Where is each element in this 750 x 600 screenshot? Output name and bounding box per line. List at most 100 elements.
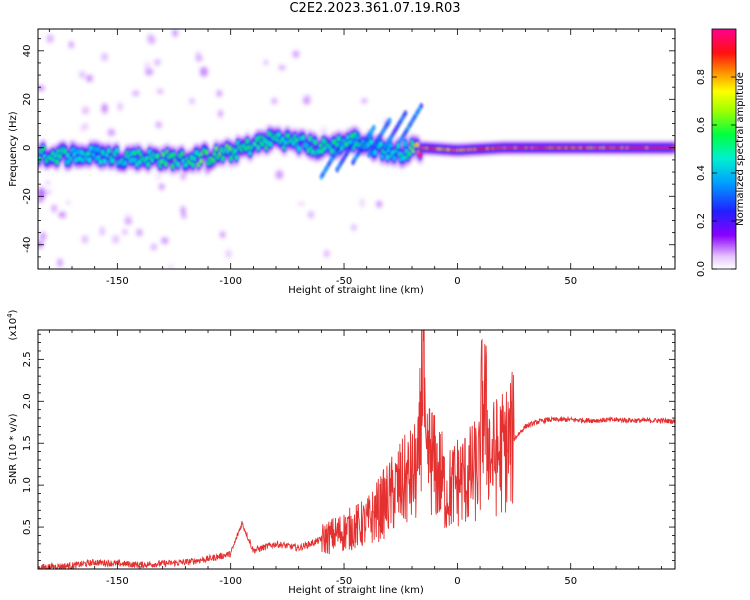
snr-y-tick-label: 0.5 [22, 519, 33, 535]
ridge-core [313, 139, 318, 146]
colorbar: 0.0 0.2 0.4 0.6 0.8 Normalized spectral ampl… [696, 28, 746, 277]
noise-speckle [323, 249, 330, 258]
noise-speckle [66, 199, 71, 205]
ridge-core [191, 162, 195, 168]
noise-speckle [216, 90, 222, 97]
noise-speckle [124, 218, 133, 225]
ridge-core [329, 148, 334, 154]
noise-speckle [58, 211, 66, 218]
snr-x-tick-label: -150 [106, 576, 129, 587]
noise-speckle [351, 224, 357, 231]
noise-speckle [319, 127, 328, 133]
noise-speckle [101, 103, 108, 114]
noise-speckle [263, 59, 268, 66]
snr-x-axis-label: Height of straight line (km) [288, 585, 424, 596]
spectrogram-x-tick-label: -100 [219, 276, 242, 287]
spectrogram-x-tick-label: -150 [106, 276, 129, 287]
ridge-core [98, 159, 103, 165]
ridge-core [234, 154, 239, 161]
noise-speckle [155, 174, 162, 180]
noise-speckle [51, 204, 58, 213]
diagonal-streak [403, 110, 408, 117]
ridge-core [170, 163, 175, 169]
colorbar-tick-label: 0.8 [696, 69, 707, 85]
ridge-core [180, 150, 184, 157]
spectrogram-core [38, 102, 675, 180]
noise-speckle [200, 66, 208, 77]
noise-speckle [158, 183, 165, 191]
ridge-core [214, 145, 218, 152]
ridge-core [283, 139, 288, 146]
spectrogram-x-tick-label: -50 [336, 276, 352, 287]
spectrogram-y-tick-label: -20 [22, 188, 33, 204]
ridge-core [211, 157, 216, 164]
spectrogram-y-axis: -40 -20 0 20 40 [22, 38, 675, 270]
ridge-core [385, 154, 390, 161]
snr-series-line [38, 330, 675, 569]
noise-speckle [81, 106, 90, 115]
colorbar-tick-label: 0.6 [696, 117, 707, 133]
snr-multiplier-label: (x104) [6, 309, 19, 340]
snr-x-tick-label: 50 [564, 576, 577, 587]
ridge-core [132, 150, 137, 156]
ridge-core [301, 135, 306, 141]
ridge-core [245, 138, 250, 144]
ridge-core [57, 153, 62, 160]
noise-speckle [150, 243, 158, 251]
diagonal-streak [371, 124, 376, 131]
noise-speckle [81, 235, 89, 244]
noise-speckle [292, 50, 300, 58]
noise-speckle [307, 210, 315, 219]
noise-speckle [359, 198, 365, 208]
spectrogram-y-tick-label: 0 [22, 145, 33, 151]
ridge-core [402, 155, 406, 161]
spectrogram-x-axis: -150 -100 -50 0 50 [48, 29, 662, 287]
ridge-core [415, 142, 420, 148]
noise-speckle [225, 249, 232, 259]
ridge-core [336, 136, 341, 142]
spectrogram-y-tick-label: 40 [22, 44, 33, 57]
noise-speckle [117, 102, 123, 111]
noise-speckle [275, 169, 284, 180]
ridge-core [221, 155, 225, 162]
ridge-core [378, 141, 383, 147]
ridge-core [41, 145, 46, 151]
ridge-core [369, 139, 374, 145]
snr-x-tick-label: 0 [454, 576, 460, 587]
colorbar-ticks: 0.0 0.2 0.4 0.6 0.8 [696, 69, 736, 277]
spectrogram-heatmap [38, 29, 675, 269]
snr-x-tick-label: -50 [336, 576, 352, 587]
snr-y-tick-label: 2.5 [22, 351, 33, 367]
diagonal-streak [355, 131, 360, 138]
snr-y-axis-label: SNR (10 * v/v) [8, 413, 19, 484]
noise-speckle [100, 52, 109, 62]
ridge-core [96, 147, 100, 153]
snr-y-tick-label: 1.0 [22, 477, 33, 493]
noise-speckle [157, 88, 164, 95]
ridge-core [392, 155, 397, 161]
noise-speckle [57, 258, 63, 268]
spectrogram-y-tick-label: -40 [22, 237, 33, 253]
noise-speckle [146, 33, 154, 42]
colorbar-gradient [711, 28, 737, 270]
noise-speckle [195, 51, 201, 61]
ridge-core [155, 153, 160, 159]
spectrogram-x-axis-label: Height of straight line (km) [288, 285, 424, 296]
diagonal-streak [339, 139, 344, 146]
spectrogram-panel: -150 -100 -50 0 50 -40 -20 0 20 40 Height of str… [8, 28, 676, 296]
snr-panel: -150 -100 -50 0 50 0.5 1.0 1.5 2.0 2.5 Height of… [6, 309, 676, 596]
ridge-core [229, 155, 233, 162]
ridge-core [106, 148, 111, 154]
ridge-core [199, 158, 204, 164]
diagonal-streak [419, 102, 424, 109]
noise-speckle [153, 59, 161, 66]
snr-x-tick-label: -100 [219, 576, 242, 587]
ridge-core [102, 158, 107, 164]
ridge-core [146, 161, 150, 168]
spectrogram-x-tick-label: 50 [564, 276, 577, 287]
noise-speckle [83, 122, 89, 130]
noise-speckle [218, 110, 223, 118]
snr-frame [37, 329, 676, 570]
ridge-core [276, 131, 281, 138]
